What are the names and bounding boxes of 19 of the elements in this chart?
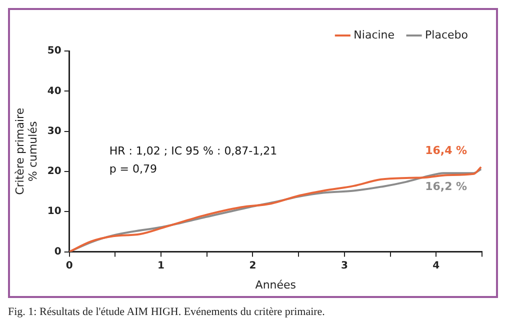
annotation: HR : 1,02 ; IC 95 % : 0,87-1,21 p = 0,79	[109, 144, 278, 176]
x-tick-label: 4	[432, 260, 440, 272]
legend-label: Niacine	[354, 28, 395, 42]
annotation: 16,2 %	[425, 180, 468, 193]
x-tick-label: 1	[158, 260, 165, 272]
y-tick-label: 40	[47, 86, 62, 97]
annotation: 16,4 %	[425, 144, 468, 157]
x-tick-label: 0	[66, 260, 73, 272]
y-tick-label: 50	[47, 46, 62, 57]
y-tick-label: 20	[47, 166, 62, 178]
caption: Fig. 1: Résultats de l'étude AIM HIGH. Evénements du critère primaire.	[8, 306, 326, 318]
y-tick-label: 0	[54, 246, 62, 258]
y-tick-label: 10	[47, 206, 62, 218]
legend-label: Placebo	[425, 28, 468, 42]
x-tick-label: 2	[249, 260, 256, 272]
x-axis-title: Années	[255, 278, 296, 292]
y-tick-label: 30	[47, 126, 62, 137]
y-axis-title: Critère primaire % cumulés	[13, 108, 40, 195]
x-tick-label: 3	[340, 260, 348, 272]
